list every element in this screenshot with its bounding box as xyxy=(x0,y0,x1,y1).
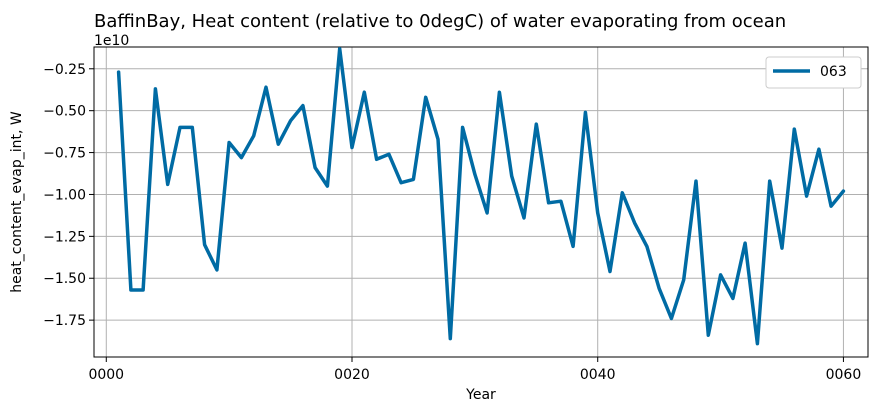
y-tick-label: −1.50 xyxy=(43,271,86,287)
y-tick-label: −1.75 xyxy=(43,313,86,329)
y-tick-label: −1.25 xyxy=(43,229,86,245)
series-line-063 xyxy=(116,46,846,346)
y-tick-label: −0.75 xyxy=(43,146,86,162)
plot-area xyxy=(93,46,869,358)
x-tick-label: 0000 xyxy=(88,367,124,383)
x-axis: 0000 0020 0040 0060 xyxy=(88,357,861,383)
grid xyxy=(94,47,868,357)
x-axis-label: Year xyxy=(465,387,496,403)
y-tick-label: −0.25 xyxy=(43,62,86,78)
y-axis: −1.75 −1.50 −1.25 −1.00 −0.75 −0.50 −0.25 xyxy=(43,62,94,329)
legend-label: 063 xyxy=(820,64,847,80)
legend-box xyxy=(765,56,862,89)
y-tick-label: −1.00 xyxy=(43,187,86,203)
x-tick-label: 0060 xyxy=(826,367,862,383)
x-tick-label: 0040 xyxy=(580,367,616,383)
legend: 063 xyxy=(765,56,862,89)
y-tick-label: −0.50 xyxy=(43,104,86,120)
series-layer xyxy=(116,46,846,346)
y-axis-label: heat_content_evap_int, W xyxy=(9,111,25,293)
x-tick-label: 0020 xyxy=(334,367,370,383)
y-offset-label: 1e10 xyxy=(94,33,129,49)
chart-title: BaffinBay, Heat content (relative to 0de… xyxy=(94,11,786,32)
